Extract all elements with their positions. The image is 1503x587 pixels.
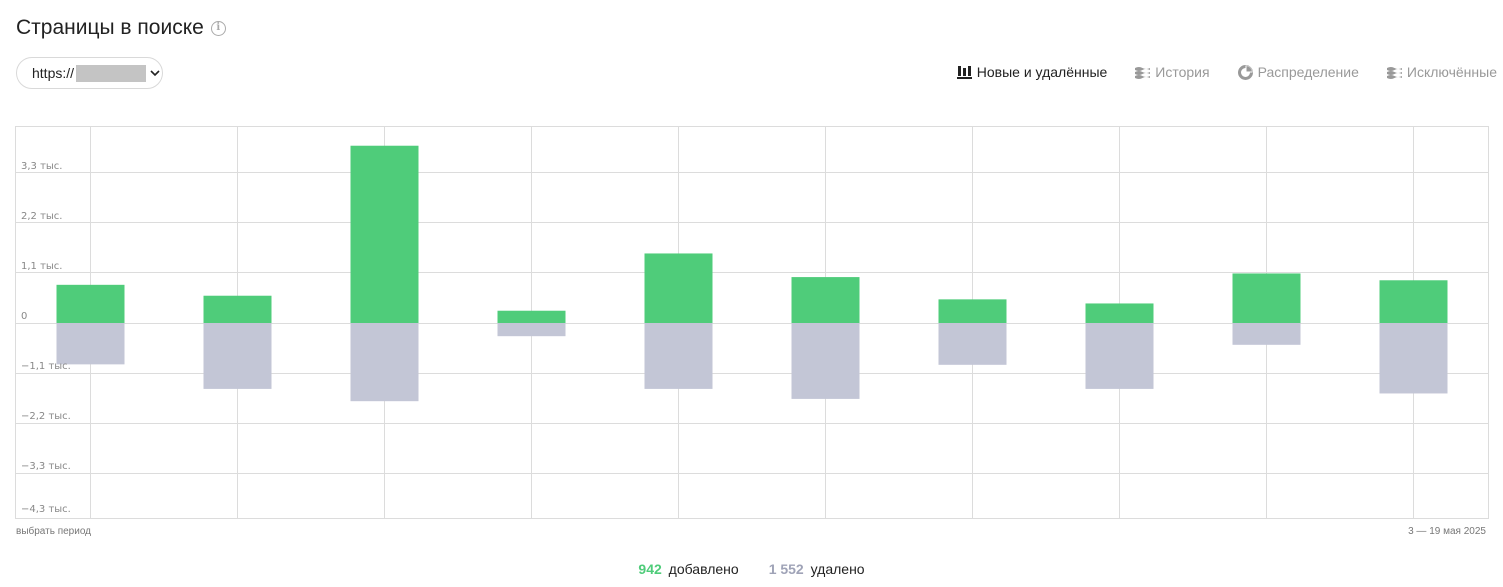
pie-icon [1237, 64, 1253, 80]
page-title-row: Страницы в поиске i [16, 16, 226, 40]
bar-added [497, 310, 566, 323]
bar-removed [203, 323, 272, 389]
bar-removed [644, 323, 713, 389]
tab-new-and-removed[interactable]: Новые и удалённые [956, 64, 1108, 80]
removed-count: 1 552 [768, 561, 804, 577]
bar-removed [938, 323, 1007, 365]
layers-icon [1386, 66, 1402, 79]
bar-added [203, 295, 272, 323]
y-tick-label: 3,3 тыс. [21, 161, 62, 172]
bar-added [644, 253, 713, 323]
view-tabs: Новые и удалённые История Распределение … [929, 64, 1497, 80]
date-range-label: 3 — 19 мая 2025 [1408, 526, 1486, 537]
bar-removed [56, 323, 125, 365]
info-icon[interactable]: i [210, 20, 226, 36]
chart-canvas: 3,3 тыс. 2,2 тыс. 1,1 тыс. 0 −1,1 тыс. −2,2 т… [15, 126, 1489, 519]
y-tick-label: 1,1 тыс. [21, 261, 62, 272]
site-url-redacted [76, 64, 147, 82]
y-tick-label: −3,3 тыс. [21, 461, 71, 472]
site-url-prefix: https:// [32, 65, 75, 81]
bar-added [791, 277, 860, 323]
stacked-bars-icon [956, 65, 972, 79]
bar-added [938, 299, 1007, 323]
removed-label: удалено [810, 561, 865, 577]
site-select-dropdown[interactable]: https:// [16, 57, 163, 89]
tab-label: История [1155, 64, 1210, 80]
y-tick-label: −4,3 тыс. [21, 504, 71, 515]
pages-chart[interactable]: 3,3 тыс. 2,2 тыс. 1,1 тыс. 0 −1,1 тыс. −2,2 т… [15, 126, 1489, 519]
added-label: добавлено [668, 561, 739, 577]
tab-distribution[interactable]: Распределение [1237, 64, 1359, 80]
summary: 942 добавлено 1 552 удалено [0, 561, 1503, 577]
tab-label: Новые и удалённые [976, 64, 1108, 80]
chart-frame [15, 126, 1489, 519]
select-period-link[interactable]: выбрать период [16, 526, 91, 537]
bar-removed [497, 323, 566, 337]
added-count: 942 [638, 561, 662, 577]
bar-removed [1085, 323, 1154, 389]
bar-removed [1379, 323, 1448, 394]
tab-label: Исключённые [1406, 64, 1497, 80]
summary-added: 942 добавлено [638, 561, 738, 577]
chevron-down-icon [150, 70, 160, 77]
page-title: Страницы в поиске [16, 16, 204, 39]
y-tick-label: 2,2 тыс. [21, 211, 62, 222]
bar-added [350, 145, 419, 323]
bar-removed [350, 323, 419, 402]
bar-added [1232, 273, 1301, 323]
bar-added [1379, 280, 1448, 323]
bar-removed [1232, 323, 1301, 345]
tab-label: Распределение [1257, 64, 1359, 80]
y-tick-label: −2,2 тыс. [21, 411, 71, 422]
layers-icon [1135, 66, 1151, 79]
tab-excluded[interactable]: Исключённые [1386, 64, 1497, 80]
bar-removed [791, 323, 860, 399]
bar-added [56, 284, 125, 323]
y-tick-label: 0 [21, 311, 27, 322]
y-tick-label: −1,1 тыс. [21, 361, 71, 372]
bar-added [1085, 303, 1154, 323]
summary-removed: 1 552 удалено [769, 561, 865, 577]
tab-history[interactable]: История [1135, 64, 1210, 80]
